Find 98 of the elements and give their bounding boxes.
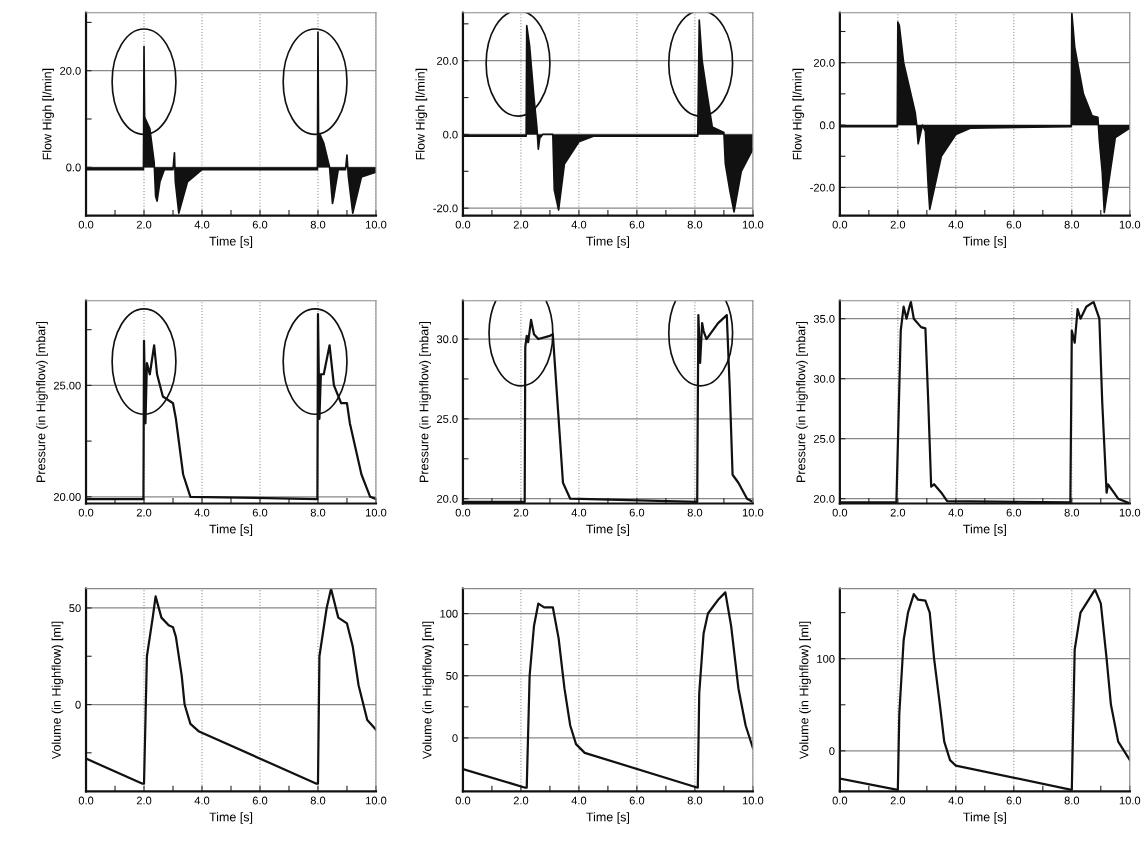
x-tick-label: 6.0 (629, 796, 645, 805)
x-tick-label: 6.0 (629, 220, 645, 229)
x-axis-title: Time [s] (963, 524, 1006, 536)
x-tick-label: 4.0 (194, 796, 210, 805)
x-tick-label: 6.0 (1006, 508, 1022, 517)
x-tick-label: 8.0 (1064, 508, 1080, 517)
x-tick-label: 10.0 (366, 508, 387, 517)
x-tick-label: 6.0 (1006, 220, 1022, 229)
x-tick-label: 4.0 (194, 508, 210, 517)
x-tick-label: 10.0 (366, 796, 387, 805)
y-tick-label: -20.0 (433, 204, 458, 213)
x-tick-label: 8.0 (310, 796, 326, 805)
y-tick-label: 35.0 (813, 314, 835, 323)
x-tick-label: 10.0 (1119, 508, 1141, 517)
y-tick-label: 50 (69, 604, 81, 613)
y-axis-title: Volume (in Highflow) [ml] (799, 621, 811, 760)
x-tick-label: 0.0 (455, 508, 471, 517)
x-tick-label: 8.0 (1064, 220, 1080, 229)
x-tick-label: 10.0 (742, 508, 764, 517)
x-tick-label: 10.0 (742, 220, 764, 229)
x-tick-label: 0.0 (455, 796, 471, 805)
x-tick-label: 0.0 (78, 508, 94, 517)
y-axis-title: Volume (in Highflow) [ml] (51, 621, 64, 760)
y-tick-label: 0.0 (819, 121, 835, 130)
y-tick-label: 0 (829, 747, 835, 756)
x-tick-label: 0.0 (832, 508, 848, 517)
x-tick-label: 4.0 (571, 796, 587, 805)
x-tick-label: 6.0 (629, 508, 645, 517)
y-tick-label: 100 (817, 654, 835, 663)
x-tick-label: 8.0 (687, 508, 703, 517)
x-axis-title: Time [s] (209, 236, 253, 248)
x-tick-label: 4.0 (571, 220, 587, 229)
y-tick-label: 20.00 (53, 493, 81, 501)
x-axis-title: Time [s] (963, 812, 1006, 824)
y-tick-label: 25.0 (437, 415, 458, 423)
y-tick-label: 20.0 (813, 58, 835, 67)
x-axis-title: Time [s] (586, 812, 630, 824)
y-tick-label: 30.0 (813, 374, 835, 383)
x-tick-label: 2.0 (890, 508, 906, 517)
x-tick-label: 8.0 (687, 796, 703, 805)
line-series (839, 588, 1130, 791)
y-tick-label: 20.0 (813, 494, 835, 503)
y-axis-title: Pressure (in Highflow) [mbar] (419, 322, 431, 482)
x-tick-label: 6.0 (1006, 796, 1022, 805)
x-tick-label: 4.0 (948, 508, 964, 517)
y-tick-label: -20.0 (810, 183, 835, 192)
y-tick-label: 25.0 (813, 434, 835, 443)
x-tick-label: 4.0 (194, 220, 210, 229)
x-tick-label: 2.0 (890, 796, 906, 805)
x-tick-label: 0.0 (78, 220, 94, 229)
x-tick-label: 8.0 (310, 508, 326, 517)
y-axis-title: Volume (in Highflow) [ml] (422, 621, 434, 760)
x-axis-title: Time [s] (209, 812, 253, 824)
x-tick-label: 4.0 (948, 220, 964, 229)
line-series (462, 591, 753, 789)
x-tick-label: 2.0 (136, 220, 152, 229)
x-tick-label: 0.0 (455, 220, 471, 229)
x-tick-label: 4.0 (948, 796, 964, 805)
x-tick-label: 10.0 (1119, 220, 1141, 229)
y-axis-title: Pressure (in Highflow) [mbar] (36, 322, 48, 482)
x-tick-label: 10.0 (1119, 796, 1141, 805)
x-tick-label: 2.0 (136, 796, 152, 805)
x-tick-label: 8.0 (1064, 796, 1080, 805)
y-tick-label: 20.0 (60, 66, 81, 75)
y-tick-label: 0 (75, 700, 81, 709)
x-tick-label: 2.0 (513, 508, 529, 517)
y-axis-title: Pressure (in Highflow) [mbar] (796, 322, 808, 482)
x-tick-label: 0.0 (832, 796, 848, 805)
x-tick-label: 2.0 (513, 796, 529, 805)
y-tick-label: 30.0 (436, 335, 458, 344)
x-axis-title: Time [s] (586, 524, 630, 536)
x-axis-title: Time [s] (963, 236, 1006, 248)
x-axis-title: Time [s] (586, 236, 630, 248)
x-tick-label: 10.0 (366, 220, 387, 229)
x-axis-title: Time [s] (209, 524, 253, 536)
x-tick-label: 0.0 (78, 796, 94, 805)
x-tick-label: 10.0 (742, 796, 764, 805)
y-tick-label: 25.00 (53, 381, 81, 390)
x-tick-label: 6.0 (252, 796, 268, 805)
y-tick-label: 0.0 (66, 163, 81, 172)
x-tick-label: 2.0 (890, 220, 906, 229)
x-tick-label: 4.0 (571, 508, 587, 517)
y-tick-label: 100 (440, 609, 458, 618)
y-axis-title: Flow High [l/min] (792, 68, 805, 160)
y-axis-title: Flow High [l/min] (42, 68, 54, 160)
y-tick-label: 0 (452, 734, 458, 743)
x-tick-label: 2.0 (136, 508, 152, 517)
x-tick-label: 2.0 (513, 220, 529, 229)
x-tick-label: 6.0 (252, 508, 268, 517)
y-tick-label: 0.0 (443, 130, 458, 139)
y-tick-label: 20.0 (437, 494, 458, 503)
y-tick-label: 20.0 (437, 56, 458, 65)
x-tick-label: 8.0 (687, 220, 703, 229)
y-tick-label: 50 (446, 672, 458, 680)
y-axis-title: Flow High [l/min] (415, 68, 428, 160)
x-tick-label: 0.0 (832, 220, 848, 229)
x-tick-label: 6.0 (252, 220, 268, 229)
x-tick-label: 8.0 (310, 220, 326, 229)
